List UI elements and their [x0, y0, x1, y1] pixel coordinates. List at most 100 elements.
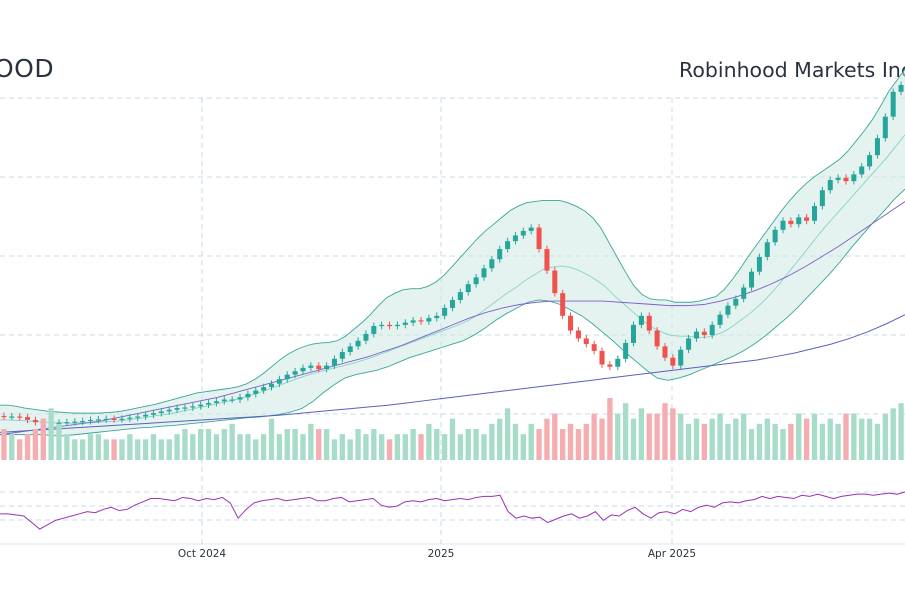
candle-body [882, 116, 888, 139]
candle-body [229, 399, 235, 401]
ma-mid-line [0, 134, 905, 424]
candle-body [17, 416, 23, 418]
candle-body [261, 387, 267, 391]
volume-bar [701, 423, 708, 460]
candle-body [410, 320, 416, 323]
candle-body [268, 383, 275, 388]
candle-body [276, 379, 282, 384]
volume-bar [79, 439, 86, 460]
candle-body [111, 418, 117, 420]
volume-bar [40, 418, 46, 460]
candle-body [733, 298, 739, 306]
candle-body [568, 315, 574, 331]
candle-body [701, 331, 707, 336]
candle-body [95, 419, 101, 421]
candle-body [709, 324, 715, 336]
candle-body [158, 411, 164, 414]
volume-bar [835, 423, 841, 460]
volume-bar [662, 403, 668, 460]
grid-lines [0, 97, 905, 545]
candle-body [505, 241, 511, 250]
candle-body [670, 357, 676, 366]
candle-body [166, 409, 172, 412]
candle-body [292, 371, 298, 375]
candle-body [9, 416, 15, 418]
volume-bar [851, 413, 857, 460]
volume-bar [16, 439, 23, 460]
volume-bar [567, 423, 574, 460]
candle-body [497, 249, 503, 260]
candle-body [457, 292, 463, 300]
volume-bar [205, 429, 212, 460]
volume-bar [103, 439, 109, 460]
volume-bar [292, 429, 298, 460]
volume-bar [874, 423, 881, 460]
volume-bar [599, 418, 605, 460]
candle-body [103, 418, 109, 420]
x-axis: Oct 2024 2025 Apr 2025 [178, 548, 696, 560]
candle-body [678, 349, 684, 366]
candle-body [646, 315, 652, 331]
volume-bar [1, 429, 7, 460]
candle-body [772, 229, 778, 243]
bollinger-bands [0, 68, 905, 437]
volume-bar [253, 439, 259, 460]
candle-body [150, 413, 156, 415]
candle-body [607, 364, 613, 367]
candle-body [324, 365, 330, 370]
volume-bar [457, 434, 464, 460]
volume-bar [166, 439, 172, 460]
candle-body [127, 417, 133, 419]
candle-body [804, 217, 810, 221]
volume-bars [1, 398, 904, 460]
x-tick-label: 2025 [428, 548, 455, 560]
volume-bar [772, 423, 778, 460]
volume-bar [300, 434, 306, 460]
candle-body [308, 365, 314, 368]
volume-bar [135, 439, 141, 460]
candle-body [221, 399, 227, 402]
candle-body [788, 220, 794, 225]
candle-body [237, 397, 243, 400]
volume-bar [882, 413, 889, 460]
candle-body [418, 320, 424, 322]
candle-body [890, 91, 896, 117]
volume-bar [260, 434, 267, 460]
candle-body [119, 418, 125, 420]
candle-body [536, 227, 542, 250]
volume-bar [788, 423, 794, 460]
volume-bar [890, 408, 896, 460]
volume-bar [237, 434, 243, 460]
candle-body [717, 314, 723, 325]
candle-body [347, 346, 353, 353]
candle-body [827, 180, 833, 191]
candle-body [489, 259, 495, 269]
candle-body [528, 227, 534, 231]
volume-bar [268, 418, 275, 460]
volume-bar [111, 439, 117, 460]
volume-bar [709, 418, 715, 460]
candle-body [552, 270, 558, 294]
candle-body [583, 338, 589, 345]
candle-body [80, 421, 86, 423]
candle-body [796, 217, 802, 225]
candle-body [575, 330, 581, 339]
candle-body [638, 315, 644, 325]
volume-bar [607, 398, 613, 460]
volume-bar [331, 439, 338, 460]
candle-body [851, 174, 857, 182]
volume-bar [827, 418, 833, 460]
candle-body [402, 322, 408, 325]
candle-body [190, 406, 196, 408]
candle-body [749, 271, 755, 288]
volume-bar [615, 413, 621, 460]
volume-bar [56, 423, 62, 460]
candle-body [434, 315, 440, 319]
volume-bar [803, 418, 810, 460]
candle-body [64, 422, 70, 424]
candle-body [339, 352, 345, 359]
volume-bar [410, 429, 416, 460]
moving-averages [0, 134, 905, 436]
candle-body [741, 287, 747, 299]
